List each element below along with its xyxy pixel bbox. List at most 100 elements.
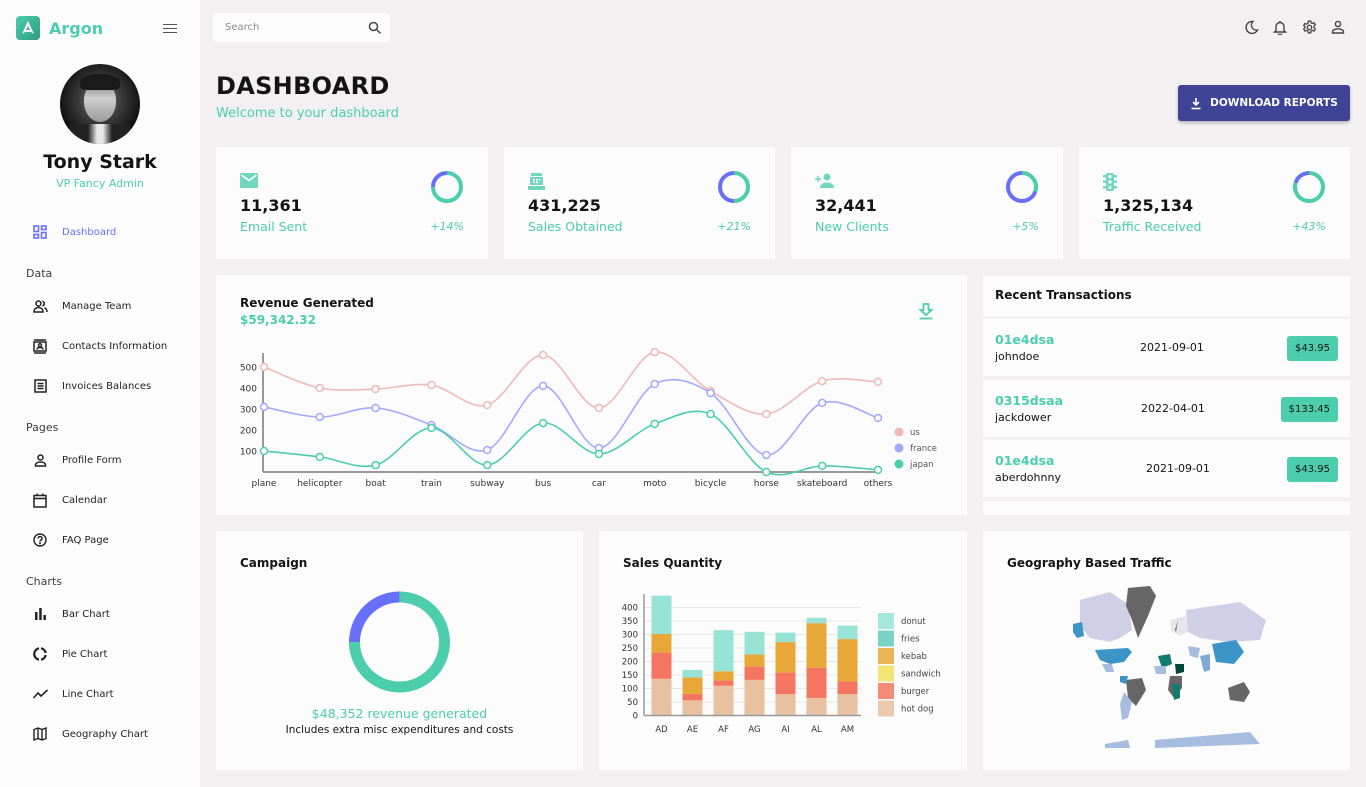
download-reports-button[interactable]: DOWNLOAD REPORTS (1178, 85, 1350, 121)
pie-chart-icon (32, 646, 48, 662)
data-point-japan (594, 449, 604, 459)
y-tick-label: 50 (627, 698, 638, 708)
data-point-japan (427, 423, 436, 433)
sidebar-item-bar-chart[interactable]: Bar Chart (32, 604, 110, 624)
transaction-row-partial[interactable] (983, 501, 1350, 515)
line-series-france (263, 378, 879, 456)
settings-icon[interactable] (1300, 18, 1318, 36)
data-point-us (762, 409, 771, 419)
sidebar-item-faq-page[interactable]: FAQ Page (32, 530, 109, 550)
transaction-id: 0315dsaa (995, 393, 1064, 408)
person-icon (32, 452, 48, 468)
transaction-user: aberdohnny (995, 471, 1061, 484)
data-point-france (371, 403, 380, 413)
bar-hot-dog (837, 694, 858, 716)
sidebar-item-calendar[interactable]: Calendar (32, 490, 107, 510)
stat-increase: +14% (430, 220, 464, 233)
ring-remaining (1006, 171, 1038, 203)
legend-label: burger (901, 687, 930, 697)
transaction-row[interactable]: 01e4dsa aberdohnny 2021-09-01 $43.95 (983, 440, 1350, 497)
map-australia (1228, 682, 1250, 702)
sidebar-item-contacts-information[interactable]: Contacts Information (32, 336, 167, 356)
menu-toggle-icon[interactable] (163, 21, 177, 35)
y-tick-label: 350 (622, 617, 638, 627)
logo-icon (16, 16, 40, 40)
sidebar-item-dashboard[interactable]: Dashboard (32, 222, 116, 242)
bar-donut (806, 617, 827, 624)
x-tick-label: AE (687, 725, 698, 735)
legend-label: sandwich (901, 670, 941, 680)
y-tick-label: 300 (622, 631, 638, 641)
bar-donut (682, 669, 703, 678)
data-point-france (762, 450, 771, 460)
bar-burger (744, 666, 765, 680)
data-point-france (483, 445, 492, 455)
traffic-icon (1103, 173, 1117, 195)
search-input[interactable] (225, 22, 355, 33)
map-antarctica (1155, 732, 1260, 748)
data-point-japan (259, 446, 269, 456)
stat-label: Email Sent (240, 219, 308, 234)
bar-hot-dog (651, 678, 672, 716)
transaction-row[interactable]: 01e4dsa johndoe 2021-09-01 $43.95 (983, 319, 1350, 376)
sidebar-item-manage-team[interactable]: Manage Team (32, 296, 131, 316)
sidebar-item-geography-chart[interactable]: Geography Chart (32, 724, 148, 744)
map-north-africa (1158, 654, 1172, 668)
stat-card-clients: 32,441 New Clients +5% (791, 147, 1063, 259)
bar-burger (806, 667, 827, 698)
search-icon[interactable] (368, 20, 382, 39)
sales-title: Sales Quantity (623, 556, 723, 570)
campaign-ring-progress (349, 591, 450, 693)
transaction-row[interactable]: 0315dsaa jackdower 2022-04-01 $133.45 (983, 380, 1350, 437)
bar-burger (682, 693, 703, 701)
data-point-france (650, 379, 659, 389)
download-icon[interactable] (918, 303, 934, 324)
x-tick-label: AI (781, 725, 789, 735)
legend-marker-japan (894, 459, 904, 469)
revenue-line-chart: 100 200 300 400 500 plane helicopter boat train s… (240, 347, 937, 489)
download-reports-label: DOWNLOAD REPORTS (1210, 97, 1338, 109)
sidebar-item-label: Pie Chart (62, 648, 108, 660)
campaign-title: Campaign (240, 556, 308, 570)
sidebar-item-profile-form[interactable]: Profile Form (32, 450, 121, 470)
map-brazil (1126, 678, 1146, 706)
x-tick-label: AL (811, 725, 822, 735)
bar-kebab (744, 654, 765, 667)
y-tick-label: 500 (240, 364, 257, 374)
stat-card-sales: 431,225 Sales Obtained +21% (504, 147, 775, 259)
bar-donut (837, 625, 858, 640)
notifications-icon[interactable] (1271, 18, 1289, 36)
world-map[interactable] (1040, 580, 1280, 750)
sidebar-item-invoices-balances[interactable]: Invoices Balances (32, 376, 151, 396)
y-tick-label: 200 (240, 427, 257, 437)
y-tick-label: 300 (240, 406, 257, 416)
data-point-japan (817, 461, 827, 471)
bar-kebab (713, 671, 734, 681)
bar-chart-icon (32, 606, 48, 622)
dark-mode-icon[interactable] (1242, 18, 1260, 36)
bar-hot-dog (682, 700, 703, 716)
legend-label: kebab (901, 652, 927, 662)
transactions-list[interactable]: 01e4dsa johndoe 2021-09-01 $43.95 0315ds… (983, 319, 1350, 515)
bar-kebab (651, 633, 672, 653)
legend-label: fries (901, 635, 920, 645)
data-point-us (371, 384, 380, 394)
x-tick-label: AF (718, 725, 729, 735)
ring-remaining (1293, 171, 1310, 184)
x-tick-label: helicopter (297, 479, 342, 489)
bar-burger (775, 672, 796, 695)
stat-label: New Clients (815, 219, 889, 234)
brand: Argon (16, 16, 186, 40)
app-name: Argon (49, 18, 104, 38)
profile-icon[interactable] (1329, 18, 1347, 36)
sidebar-item-label: Manage Team (62, 300, 132, 312)
data-point-japan (873, 465, 883, 475)
x-tick-label: skateboard (797, 479, 847, 489)
calendar-icon (32, 492, 48, 508)
bar-hot-dog (713, 685, 734, 716)
bar-burger (651, 652, 672, 679)
geo-title: Geography Based Traffic (1007, 556, 1172, 570)
stat-value: 1,325,134 (1103, 196, 1194, 215)
sidebar-item-line-chart[interactable]: Line Chart (32, 684, 114, 704)
sidebar-item-pie-chart[interactable]: Pie Chart (32, 644, 107, 664)
